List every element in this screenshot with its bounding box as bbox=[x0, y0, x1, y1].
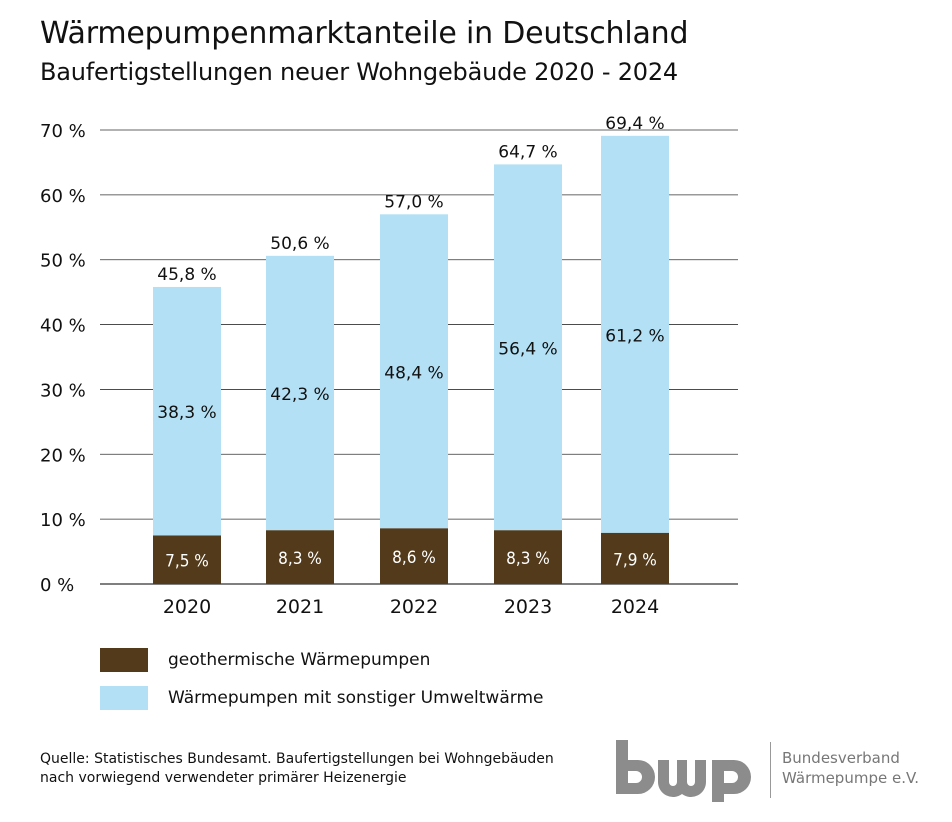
source-note: Quelle: Statistisches Bundesamt. Baufert… bbox=[40, 751, 554, 786]
data-label-geothermal: 8,6 % bbox=[392, 548, 436, 568]
y-tick-label: 60 % bbox=[40, 186, 86, 207]
data-label-total: 50,6 % bbox=[270, 234, 329, 254]
data-label-other: 56,4 % bbox=[498, 339, 557, 359]
bar-geothermal bbox=[266, 530, 334, 584]
y-tick-label: 30 % bbox=[40, 380, 86, 401]
data-label-other: 61,2 % bbox=[605, 326, 664, 346]
x-tick-label: 2023 bbox=[504, 596, 552, 618]
chart-title: Wärmepumpenmarktanteile in Deutschland bbox=[40, 16, 689, 51]
logo-divider bbox=[770, 742, 771, 798]
x-tick-label: 2020 bbox=[163, 596, 211, 618]
x-tick-label: 2024 bbox=[611, 596, 659, 618]
data-label-geothermal: 8,3 % bbox=[278, 549, 322, 569]
data-label-geothermal: 7,5 % bbox=[165, 552, 209, 572]
bar-other bbox=[266, 255, 334, 531]
y-tick-label: 20 % bbox=[40, 445, 86, 466]
logo-text: Bundesverband Wärmepumpe e.V. bbox=[782, 748, 919, 788]
logo-line-1: Bundesverband bbox=[782, 749, 900, 767]
data-label-other: 38,3 % bbox=[157, 403, 216, 423]
bar-geothermal bbox=[153, 535, 221, 584]
data-label-geothermal: 7,9 % bbox=[613, 550, 657, 570]
data-label-total: 45,8 % bbox=[157, 265, 216, 285]
bar-other bbox=[494, 164, 562, 531]
data-label-other: 48,4 % bbox=[384, 363, 443, 383]
bar-other bbox=[380, 214, 448, 529]
stacked-bar-chart: 0 % 10 % 20 % 30 % 40 % 50 % 60 % 70 % 7,5 % 38,3… bbox=[40, 114, 738, 618]
bar-other bbox=[601, 135, 669, 533]
chart-subtitle: Baufertigstellungen neuer Wohngebäude 20… bbox=[40, 58, 678, 86]
data-label-total: 64,7 % bbox=[498, 142, 557, 162]
bar-other bbox=[153, 286, 221, 536]
bwp-logo: Bundesverband Wärmepumpe e.V. bbox=[612, 738, 932, 808]
legend-swatch-other bbox=[100, 686, 148, 710]
data-label-other: 42,3 % bbox=[270, 385, 329, 405]
x-tick-label: 2021 bbox=[276, 596, 324, 618]
y-tick-label: 0 % bbox=[40, 575, 74, 596]
bar-geothermal bbox=[494, 530, 562, 584]
x-tick-label: 2022 bbox=[390, 596, 438, 618]
y-tick-label: 50 % bbox=[40, 251, 86, 272]
bwp-logo-mark bbox=[616, 740, 751, 802]
y-tick-label: 40 % bbox=[40, 316, 86, 337]
y-tick-label: 10 % bbox=[40, 510, 86, 531]
data-label-geothermal: 8,3 % bbox=[506, 549, 550, 569]
data-label-total: 57,0 % bbox=[384, 192, 443, 212]
legend-label-geothermal: geothermische Wärmepumpen bbox=[168, 650, 431, 670]
legend-swatch-geothermal bbox=[100, 648, 148, 672]
y-tick-label: 70 % bbox=[40, 121, 86, 142]
bar-geothermal bbox=[380, 528, 448, 584]
bar-geothermal bbox=[601, 532, 669, 584]
logo-line-2: Wärmepumpe e.V. bbox=[782, 769, 920, 787]
legend-label-other: Wärmepumpen mit sonstiger Umweltwärme bbox=[168, 688, 544, 708]
data-label-total: 69,4 % bbox=[605, 114, 664, 134]
